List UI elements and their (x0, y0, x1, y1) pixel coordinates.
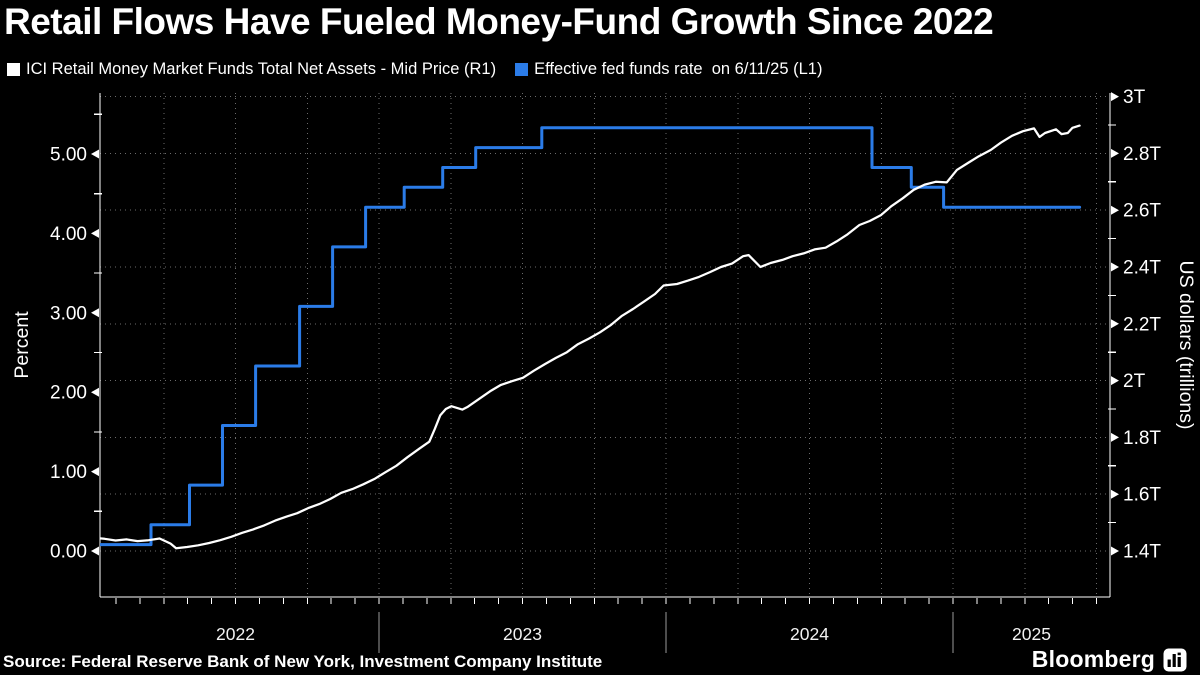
svg-text:2T: 2T (1123, 371, 1146, 392)
svg-text:2.8T: 2.8T (1123, 144, 1161, 165)
svg-text:2023: 2023 (503, 624, 542, 644)
svg-text:2.4T: 2.4T (1123, 258, 1161, 279)
svg-text:2.00: 2.00 (50, 383, 87, 404)
legend-label: ICI Retail Money Market Funds Total Net … (26, 60, 497, 78)
svg-text:4.00: 4.00 (50, 224, 87, 245)
svg-text:1.8T: 1.8T (1123, 428, 1161, 449)
page-title: Retail Flows Have Fueled Money-Fund Grow… (4, 1, 994, 42)
svg-text:1.6T: 1.6T (1123, 485, 1161, 506)
white-series-swatch-icon (7, 63, 20, 76)
svg-text:3.00: 3.00 (50, 303, 87, 324)
svg-text:2022: 2022 (216, 624, 255, 644)
svg-text:0.00: 0.00 (50, 542, 87, 563)
svg-text:2.2T: 2.2T (1123, 314, 1161, 335)
svg-text:2.6T: 2.6T (1123, 201, 1161, 222)
svg-text:Percent: Percent (11, 311, 33, 379)
legend-item-white-series: ICI Retail Money Market Funds Total Net … (7, 60, 496, 79)
svg-text:3T: 3T (1123, 87, 1146, 108)
svg-text:1.00: 1.00 (50, 462, 87, 483)
bar-chart-icon (1163, 648, 1187, 671)
svg-text:1.4T: 1.4T (1123, 542, 1161, 563)
source-credit: Source: Federal Reserve Bank of New York… (3, 652, 603, 671)
bloomberg-logo: Bloomberg (1032, 646, 1187, 673)
svg-text:5.00: 5.00 (50, 145, 87, 166)
svg-text:US dollars (trillions): US dollars (trillions) (1175, 260, 1197, 429)
svg-text:2025: 2025 (1012, 624, 1051, 644)
blue-series-swatch-icon (515, 63, 529, 76)
chart-legend: ICI Retail Money Market Funds Total Net … (7, 60, 822, 79)
legend-label: Effective fed funds rate on 6/11/25 (L1) (534, 60, 823, 78)
bloomberg-wordmark: Bloomberg (1031, 646, 1155, 672)
legend-item-blue-series: Effective fed funds rate on 6/11/25 (L1) (515, 60, 822, 79)
svg-text:2024: 2024 (790, 624, 829, 644)
